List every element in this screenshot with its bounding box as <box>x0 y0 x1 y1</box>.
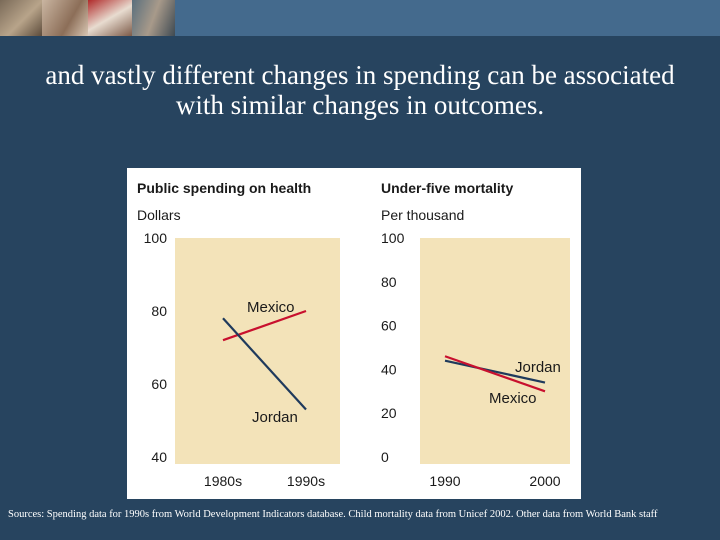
mortality-ytick-20: 20 <box>381 405 397 421</box>
mortality-chart-title: Under-five mortality <box>381 180 513 196</box>
sources-note: Sources: Spending data for 1990s from Wo… <box>8 509 658 520</box>
mortality-ytick-0: 0 <box>381 449 389 465</box>
photo-strip <box>0 0 175 36</box>
mortality-jordan-line <box>444 359 546 384</box>
mortality-plot-area <box>420 238 570 464</box>
mortality-ytick-40: 40 <box>381 361 397 377</box>
mortality-ytick-60: 60 <box>381 318 397 334</box>
spending-chart-title: Public spending on health <box>137 180 311 196</box>
mortality-xtick-2000: 2000 <box>529 473 560 489</box>
header-photo-1 <box>0 0 42 36</box>
mortality-chart: Under-five mortality Per thousand 0 20 40 6… <box>381 180 570 489</box>
spending-xtick-1990s: 1990s <box>287 473 325 489</box>
spending-xtick-1980s: 1980s <box>204 473 242 489</box>
spending-mexico-line <box>222 309 307 342</box>
mortality-mexico-label: Mexico <box>489 390 537 407</box>
mortality-mexico-line <box>444 355 546 393</box>
slide-title: and vastly different changes in spending… <box>45 60 675 120</box>
spending-ytick-100: 100 <box>144 230 168 246</box>
spending-jordan-line <box>222 317 307 411</box>
spending-mexico-label: Mexico <box>247 299 295 316</box>
spending-plot-area <box>175 238 340 464</box>
spending-jordan-label: Jordan <box>252 409 298 426</box>
mortality-jordan-label: Jordan <box>515 359 561 376</box>
header-photo-2 <box>42 0 88 36</box>
mortality-chart-unit: Per thousand <box>381 207 464 223</box>
chart-panel: Public spending on health Dollars 40 60 80… <box>127 168 581 499</box>
spending-ytick-60: 60 <box>151 376 167 392</box>
header-photo-4 <box>132 0 175 36</box>
charts: Public spending on health Dollars 40 60 80… <box>137 180 570 489</box>
spending-chart-unit: Dollars <box>137 207 181 223</box>
mortality-xtick-1990: 1990 <box>429 473 460 489</box>
mortality-ytick-100: 100 <box>381 230 405 246</box>
mortality-ytick-80: 80 <box>381 274 397 290</box>
header-photo-3 <box>88 0 132 36</box>
spending-ytick-40: 40 <box>151 449 167 465</box>
spending-chart: Public spending on health Dollars 40 60 80… <box>137 180 340 489</box>
spending-ytick-80: 80 <box>151 303 167 319</box>
